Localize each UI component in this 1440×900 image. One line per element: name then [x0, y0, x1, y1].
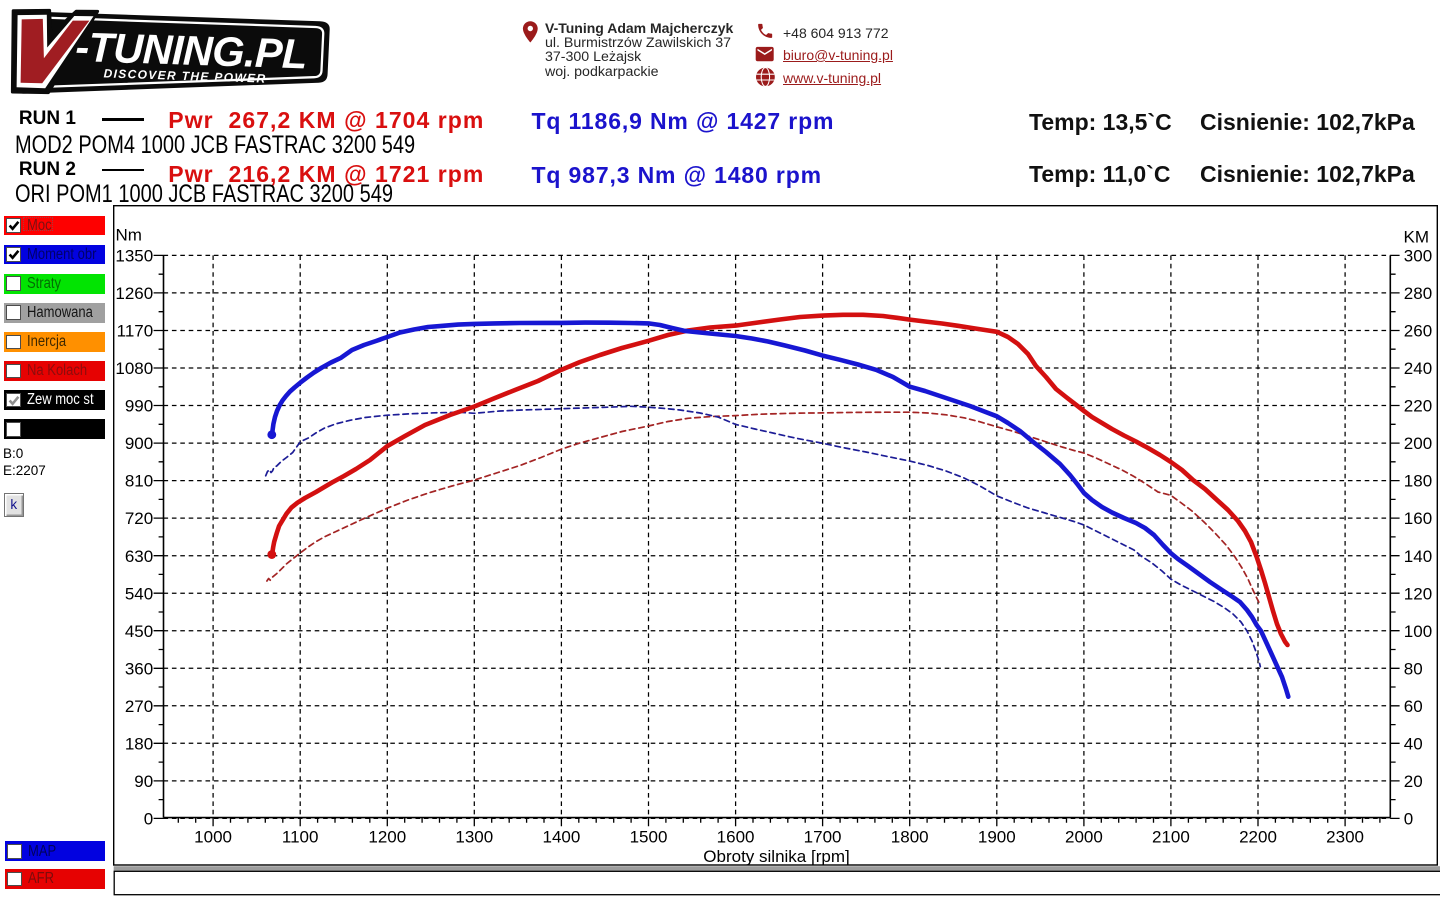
svg-text:180: 180 [125, 734, 153, 753]
svg-text:2200: 2200 [1239, 827, 1277, 846]
svg-text:1300: 1300 [455, 827, 493, 846]
svg-text:KM: KM [1404, 227, 1430, 246]
svg-text:1500: 1500 [630, 827, 668, 846]
svg-text:240: 240 [1404, 359, 1432, 378]
svg-text:20: 20 [1404, 772, 1423, 791]
svg-text:270: 270 [125, 697, 153, 716]
svg-text:2000: 2000 [1065, 827, 1103, 846]
svg-text:90: 90 [134, 772, 153, 791]
svg-text:DISCOVER THE POWER: DISCOVER THE POWER [103, 66, 266, 85]
svg-text:300: 300 [1404, 247, 1432, 266]
svg-text:1000: 1000 [194, 827, 232, 846]
svg-text:60: 60 [1404, 697, 1423, 716]
svg-text:220: 220 [1404, 397, 1432, 416]
svg-text:1350: 1350 [115, 247, 153, 266]
svg-text:1700: 1700 [804, 827, 842, 846]
svg-text:450: 450 [125, 622, 153, 641]
svg-text:1900: 1900 [978, 827, 1016, 846]
svg-text:200: 200 [1404, 434, 1432, 453]
svg-text:1200: 1200 [368, 827, 406, 846]
svg-text:990: 990 [125, 397, 153, 416]
svg-text:-TUNING.PL: -TUNING.PL [75, 23, 308, 77]
svg-text:810: 810 [125, 472, 153, 491]
svg-text:80: 80 [1404, 659, 1423, 678]
svg-text:Nm: Nm [116, 225, 142, 244]
svg-text:1400: 1400 [542, 827, 580, 846]
svg-text:40: 40 [1404, 734, 1423, 753]
svg-text:1100: 1100 [282, 827, 319, 846]
svg-text:180: 180 [1404, 472, 1432, 491]
svg-text:260: 260 [1404, 322, 1432, 341]
svg-text:120: 120 [1404, 584, 1432, 603]
svg-text:360: 360 [125, 659, 153, 678]
svg-text:2300: 2300 [1326, 827, 1364, 846]
svg-text:140: 140 [1404, 547, 1432, 566]
svg-text:0: 0 [144, 810, 153, 829]
svg-text:1600: 1600 [717, 827, 755, 846]
svg-text:Obroty silnika [rpm]: Obroty silnika [rpm] [703, 847, 849, 866]
svg-text:1170: 1170 [117, 322, 154, 341]
svg-text:100: 100 [1404, 622, 1432, 641]
svg-text:1080: 1080 [115, 359, 153, 378]
svg-text:1260: 1260 [115, 284, 153, 303]
svg-text:0: 0 [1404, 810, 1413, 829]
svg-text:540: 540 [125, 584, 153, 603]
svg-text:2100: 2100 [1152, 827, 1190, 846]
svg-text:160: 160 [1404, 509, 1432, 528]
svg-text:1800: 1800 [891, 827, 929, 846]
svg-text:900: 900 [125, 434, 153, 453]
svg-text:280: 280 [1404, 284, 1432, 303]
svg-text:630: 630 [125, 547, 153, 566]
svg-text:720: 720 [125, 509, 153, 528]
